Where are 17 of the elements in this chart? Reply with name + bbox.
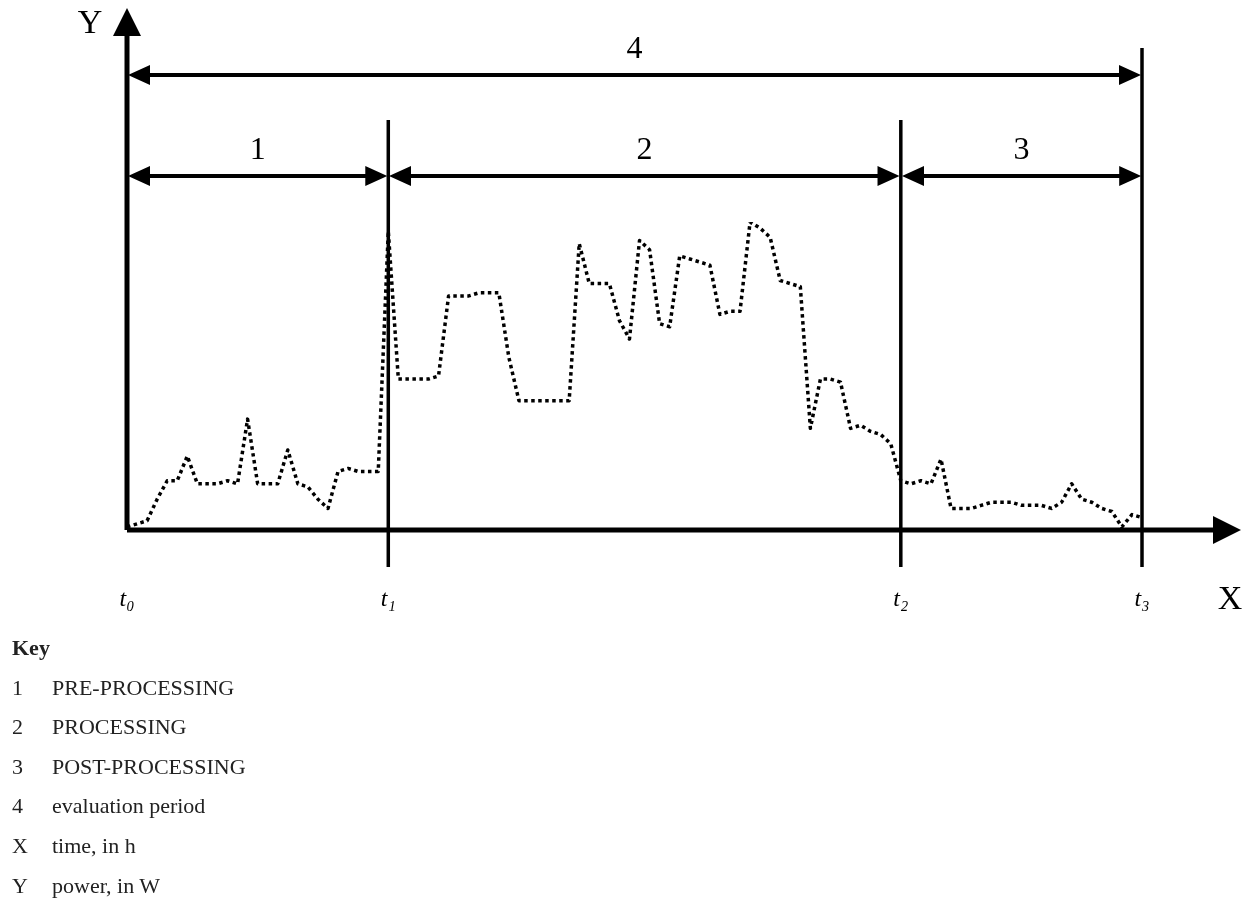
x-tick-label: t₂ (893, 585, 909, 612)
text: 3 POST-PROCESSING (12, 753, 246, 779)
text: 2 PROCESSING (12, 714, 187, 740)
text: 1 (249, 130, 266, 166)
x-tick-label: t₁ (380, 585, 396, 612)
text: Key (12, 634, 51, 662)
text: Y power, in W (12, 871, 161, 900)
text: 1 PRE-PROCESSING (12, 674, 235, 700)
text: X time, in h (12, 831, 136, 860)
text: 3 (1013, 130, 1030, 166)
x-tick-label: t₃ (1134, 585, 1150, 612)
text: Y (77, 2, 103, 40)
text: 4 (626, 29, 643, 65)
x-axis-title: X (1217, 578, 1243, 616)
text: 4 evaluation period (12, 793, 206, 819)
x-tick-label: t₀ (119, 585, 135, 612)
text: 2 (636, 130, 653, 166)
